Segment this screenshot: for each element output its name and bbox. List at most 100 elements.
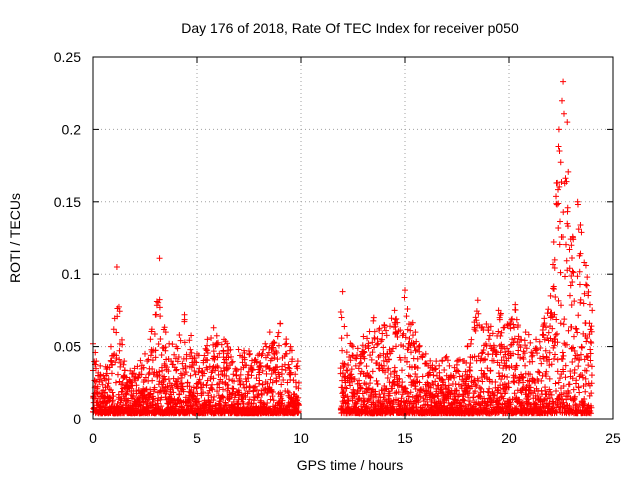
data-point — [393, 343, 400, 350]
plot-frame — [92, 56, 614, 420]
data-point — [569, 268, 576, 275]
data-point — [536, 369, 543, 376]
y-tick-label: 0.05 — [54, 339, 81, 355]
data-point — [576, 281, 583, 288]
data-point — [495, 386, 502, 393]
data-point — [404, 390, 411, 397]
data-point — [400, 330, 407, 337]
data-point — [557, 320, 564, 327]
data-point — [585, 362, 592, 369]
data-point — [517, 354, 524, 361]
data-point — [419, 352, 426, 359]
data-point — [562, 175, 569, 182]
data-point — [343, 349, 350, 356]
data-point — [555, 297, 562, 304]
data-point — [338, 335, 345, 342]
data-point — [186, 399, 193, 406]
data-point — [268, 370, 275, 377]
data-point — [155, 299, 162, 306]
data-point — [338, 314, 345, 321]
data-point — [377, 352, 384, 359]
data-point — [487, 323, 494, 330]
data-point — [348, 366, 355, 373]
data-point — [486, 385, 493, 392]
data-point — [512, 373, 519, 380]
data-point — [507, 399, 514, 406]
data-point — [588, 323, 595, 330]
data-point — [354, 352, 361, 359]
data-point — [204, 357, 211, 364]
data-point — [556, 392, 563, 399]
data-point — [577, 296, 584, 303]
data-point — [196, 376, 203, 383]
data-point — [156, 296, 163, 303]
data-point — [402, 384, 408, 391]
data-point — [127, 367, 134, 374]
data-point — [233, 366, 240, 373]
data-point — [371, 328, 378, 335]
data-point — [553, 316, 560, 323]
data-point — [436, 369, 443, 376]
data-point — [294, 358, 301, 365]
data-point — [129, 370, 136, 377]
data-point — [564, 204, 571, 211]
data-point — [415, 398, 422, 405]
data-point — [419, 373, 426, 380]
data-point — [367, 374, 374, 381]
data-point — [563, 341, 570, 348]
data-point — [433, 358, 440, 365]
data-point — [147, 352, 154, 359]
data-point — [545, 329, 552, 336]
data-point — [537, 344, 544, 351]
data-point — [405, 372, 412, 379]
data-point — [541, 320, 548, 327]
data-point — [373, 377, 380, 384]
data-point — [342, 384, 349, 391]
x-tick-label: 0 — [89, 430, 97, 446]
data-point — [586, 392, 593, 399]
data-point — [294, 365, 301, 372]
data-point — [559, 349, 566, 356]
data-point — [237, 371, 244, 378]
data-point — [162, 376, 169, 383]
data-point — [472, 381, 479, 388]
data-point — [198, 384, 205, 391]
data-point — [101, 375, 108, 382]
data-point — [289, 356, 296, 363]
data-point — [263, 343, 270, 350]
data-point — [554, 330, 561, 337]
data-point — [147, 336, 154, 343]
data-point — [394, 319, 401, 326]
data-point — [402, 287, 408, 294]
data-point — [565, 389, 572, 396]
data-point — [427, 384, 434, 391]
data-point — [402, 354, 408, 361]
data-point — [339, 288, 346, 295]
data-point — [351, 376, 358, 383]
data-point — [529, 358, 536, 365]
data-point — [246, 396, 253, 403]
data-point — [218, 341, 225, 348]
data-point — [266, 329, 273, 336]
data-point — [188, 349, 195, 356]
data-point — [214, 354, 221, 361]
data-point — [113, 263, 120, 270]
data-point — [230, 371, 237, 378]
data-point — [116, 308, 123, 315]
data-point — [283, 350, 290, 357]
data-point — [121, 367, 128, 374]
data-point — [183, 351, 190, 358]
data-point — [213, 332, 220, 339]
data-point — [554, 201, 561, 208]
data-point — [283, 340, 290, 347]
data-point — [504, 374, 511, 381]
data-point — [175, 385, 182, 392]
data-point — [525, 396, 532, 403]
data-point — [420, 398, 427, 405]
data-point — [560, 78, 567, 85]
data-point — [292, 371, 299, 378]
data-point — [413, 338, 420, 345]
data-point — [399, 379, 406, 386]
data-point — [492, 378, 499, 385]
data-point — [287, 343, 294, 350]
